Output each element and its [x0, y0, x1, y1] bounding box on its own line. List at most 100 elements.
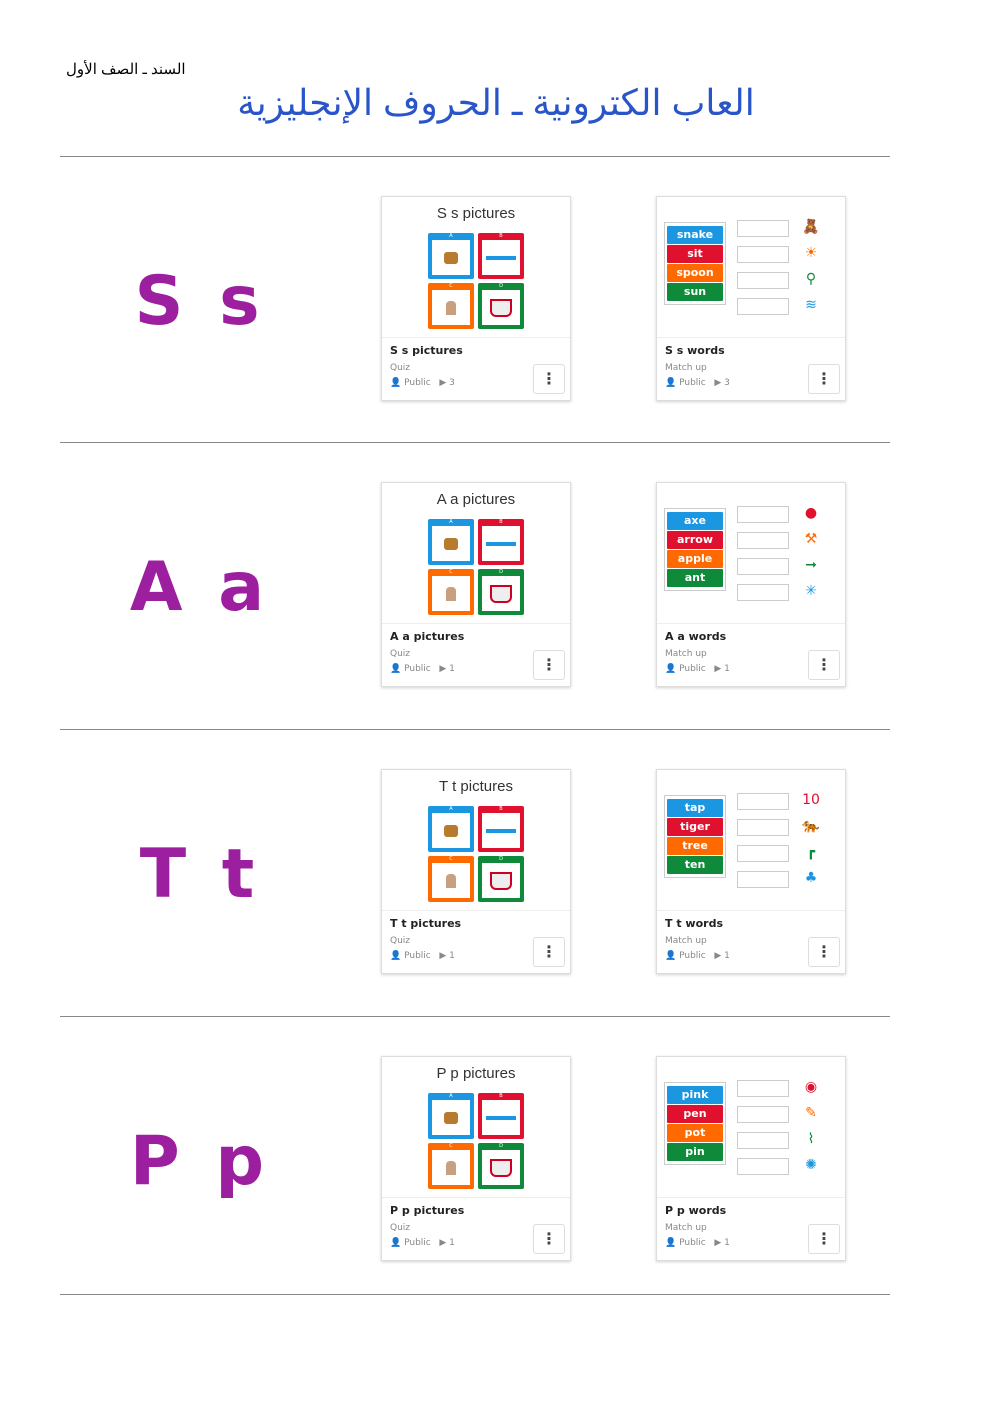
- thumbnail[interactable]: axe arrow apple ant ● ⚒ ➞ ✳: [657, 483, 845, 624]
- subtitle: السند ـ الصف الأول: [66, 61, 186, 78]
- user-icon: 👤: [390, 664, 402, 674]
- activity-name[interactable]: T t pictures: [390, 917, 462, 930]
- word-tile: tiger: [667, 818, 723, 836]
- activity-name[interactable]: A a pictures: [390, 630, 465, 643]
- picture-icon: ●: [804, 505, 818, 521]
- answer-box: [737, 1132, 789, 1149]
- user-icon: 👤: [390, 378, 402, 388]
- more-options-button[interactable]: ⋮: [533, 364, 565, 394]
- answer-tile: B: [478, 519, 524, 565]
- answer-box: [737, 532, 789, 549]
- tile-picture-icon: [482, 813, 520, 848]
- thumbnail[interactable]: snake sit spoon sun 🧸 ☀ ⚲ ≋: [657, 197, 845, 338]
- activity-name[interactable]: T t words: [665, 917, 723, 930]
- word-tile: spoon: [667, 264, 723, 282]
- play-count: 1: [724, 951, 730, 961]
- play-icon: ▶: [714, 951, 722, 961]
- answer-tile: C: [428, 569, 474, 615]
- activity-type: Match up: [665, 649, 707, 659]
- picture-icon: ◉: [804, 1079, 818, 1095]
- thumbnail[interactable]: pink pen pot pin ◉ ✎ ⌇ ✺: [657, 1057, 845, 1198]
- more-options-button[interactable]: ⋮: [808, 1224, 840, 1254]
- more-options-button[interactable]: ⋮: [533, 1224, 565, 1254]
- thumbnail[interactable]: T t pictures A B C D: [382, 770, 570, 911]
- picture-icon: ⚒: [804, 531, 818, 547]
- more-options-button[interactable]: ⋮: [808, 364, 840, 394]
- thumbnail[interactable]: tap tiger tree ten 10 🐅 ┏ ♣: [657, 770, 845, 911]
- more-options-button[interactable]: ⋮: [533, 650, 565, 680]
- quiz-card[interactable]: T t pictures A B C D T t pictures Quiz 👤 Public…: [381, 769, 571, 974]
- answer-box: [737, 506, 789, 523]
- play-count: 1: [449, 951, 455, 961]
- visibility: Public: [679, 951, 706, 961]
- tile-picture-icon: [432, 1150, 470, 1185]
- activity-type: Quiz: [390, 936, 411, 946]
- letter-heading: A a: [129, 548, 271, 627]
- thumbnail[interactable]: P p pictures A B C D: [382, 1057, 570, 1198]
- word-tile: tap: [667, 799, 723, 817]
- activity-name[interactable]: S s pictures: [390, 344, 463, 357]
- activity-name[interactable]: S s words: [665, 344, 725, 357]
- divider: [60, 1016, 890, 1017]
- answer-tile: B: [478, 1093, 524, 1139]
- matchup-card[interactable]: axe arrow apple ant ● ⚒ ➞ ✳ A a words Match up 👤 P…: [656, 482, 846, 687]
- matchup-card[interactable]: tap tiger tree ten 10 🐅 ┏ ♣ T t words Match up 👤 P…: [656, 769, 846, 974]
- divider: [60, 1294, 890, 1295]
- visibility: Public: [679, 664, 706, 674]
- tile-picture-icon: [482, 1150, 520, 1185]
- activity-name[interactable]: P p pictures: [390, 1204, 465, 1217]
- word-tile: pin: [667, 1143, 723, 1161]
- answer-box: [737, 1158, 789, 1175]
- play-count: 1: [724, 1238, 730, 1248]
- answer-box: [737, 272, 789, 289]
- quiz-card[interactable]: A a pictures A B C D A a pictures Quiz 👤 Public…: [381, 482, 571, 687]
- activity-name[interactable]: A a words: [665, 630, 727, 643]
- more-options-button[interactable]: ⋮: [533, 937, 565, 967]
- activity-type: Quiz: [390, 363, 411, 373]
- activity-type: Quiz: [390, 1223, 411, 1233]
- activity-stats: 👤 Public ▶ 3: [390, 378, 562, 388]
- divider: [60, 156, 890, 157]
- answer-tile: D: [478, 569, 524, 615]
- picture-icon: 10: [802, 792, 820, 808]
- word-tile: sit: [667, 245, 723, 263]
- tile-letter: B: [499, 1093, 503, 1099]
- user-icon: 👤: [390, 951, 402, 961]
- tile-picture-icon: [482, 1100, 520, 1135]
- activity-stats: 👤 Public ▶ 1: [390, 664, 562, 674]
- user-icon: 👤: [390, 1238, 402, 1248]
- visibility: Public: [404, 951, 431, 961]
- answer-box: [737, 220, 789, 237]
- tile-picture-icon: [482, 526, 520, 561]
- activity-stats: 👤 Public ▶ 1: [390, 1238, 562, 1248]
- answer-tile: C: [428, 283, 474, 329]
- thumbnail[interactable]: A a pictures A B C D: [382, 483, 570, 624]
- answer-tile: D: [478, 283, 524, 329]
- tile-picture-icon: [432, 290, 470, 325]
- user-icon: 👤: [665, 664, 677, 674]
- user-icon: 👤: [665, 378, 677, 388]
- answer-box: [737, 584, 789, 601]
- more-options-button[interactable]: ⋮: [808, 937, 840, 967]
- answer-box: [737, 845, 789, 862]
- word-tile: snake: [667, 226, 723, 244]
- matchup-card[interactable]: snake sit spoon sun 🧸 ☀ ⚲ ≋ S s words Match up 👤 P…: [656, 196, 846, 401]
- activity-type: Match up: [665, 1223, 707, 1233]
- answer-tile: B: [478, 233, 524, 279]
- quiz-card[interactable]: S s pictures A B C D S s pictures Quiz 👤 Public…: [381, 196, 571, 401]
- picture-icon: ┏: [806, 844, 816, 860]
- word-list: tap tiger tree ten: [664, 795, 726, 878]
- quiz-card[interactable]: P p pictures A B C D P p pictures Quiz 👤 Public…: [381, 1056, 571, 1261]
- matchup-card[interactable]: pink pen pot pin ◉ ✎ ⌇ ✺ P p words Match up 👤 Publ…: [656, 1056, 846, 1261]
- visibility: Public: [679, 1238, 706, 1248]
- play-icon: ▶: [714, 664, 722, 674]
- thumbnail[interactable]: S s pictures A B C D: [382, 197, 570, 338]
- user-icon: 👤: [665, 951, 677, 961]
- play-icon: ▶: [714, 1238, 722, 1248]
- more-options-button[interactable]: ⋮: [808, 650, 840, 680]
- activity-name[interactable]: P p words: [665, 1204, 727, 1217]
- tile-letter: C: [449, 283, 453, 289]
- word-tile: pink: [667, 1086, 723, 1104]
- activity-stats: 👤 Public ▶ 1: [390, 951, 562, 961]
